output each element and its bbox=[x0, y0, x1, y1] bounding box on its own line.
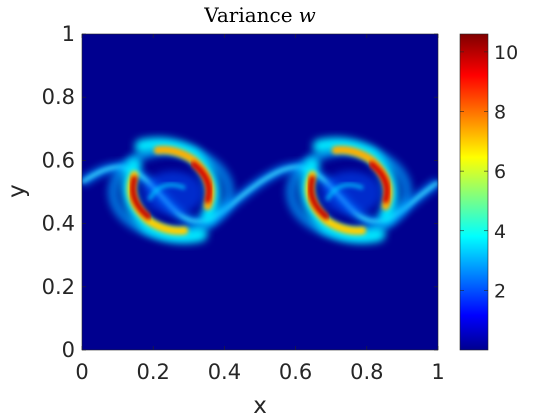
x-axis-label: x bbox=[253, 393, 267, 419]
x-tick-label: 0.4 bbox=[208, 360, 241, 384]
y-tick-label: 0 bbox=[62, 338, 75, 362]
x-tick-label: 1 bbox=[431, 360, 444, 384]
colorbar-ticks: 2 4 6 8 10 bbox=[460, 42, 518, 302]
vortex-arm-right-peak bbox=[190, 161, 213, 204]
y-axis: 0 0.2 0.4 0.6 0.8 1 bbox=[42, 22, 438, 362]
y-tick-label: 0.4 bbox=[42, 212, 75, 236]
plot-title: Variance w bbox=[203, 3, 315, 27]
y-tick-label: 0.2 bbox=[42, 275, 75, 299]
vortex bbox=[108, 137, 234, 244]
plot-title-variable: w bbox=[299, 3, 316, 27]
x-tick-label: 0 bbox=[75, 360, 88, 384]
plot-frame bbox=[81, 33, 439, 351]
colorbar-tick-label: 10 bbox=[494, 42, 518, 64]
plot-title-text: Variance bbox=[203, 3, 292, 27]
vortex-core bbox=[143, 171, 203, 215]
y-axis-label: y bbox=[4, 184, 30, 198]
y-tick-label: 0.8 bbox=[42, 85, 75, 109]
colorbar-tick-label: 8 bbox=[494, 102, 506, 124]
vortex-arm-left-peak bbox=[307, 175, 330, 220]
colorbar: 2 4 6 8 10 bbox=[459, 33, 518, 351]
vortex-arm-right-peak bbox=[368, 161, 391, 204]
x-axis: 0 0.2 0.4 0.6 0.8 1 bbox=[75, 34, 445, 384]
vortex-inner-filament bbox=[325, 183, 364, 202]
heatmap-features bbox=[82, 137, 438, 244]
x-tick-label: 0.8 bbox=[350, 360, 383, 384]
colorbar-tick-label: 6 bbox=[494, 161, 506, 183]
y-tick-label: 0.6 bbox=[42, 148, 75, 172]
vortex-arm-left-peak bbox=[129, 175, 152, 220]
colorbar-tick-label: 4 bbox=[494, 221, 506, 243]
y-tick-label: 1 bbox=[62, 22, 75, 46]
colorbar-gradient bbox=[459, 33, 489, 351]
vortex-core bbox=[321, 171, 381, 215]
x-tick-label: 0.6 bbox=[279, 360, 312, 384]
shear-layer-band bbox=[82, 165, 438, 224]
colorbar-tick-label: 2 bbox=[494, 280, 506, 302]
vortex bbox=[286, 137, 412, 244]
vortex-inner-filament bbox=[147, 183, 186, 202]
x-tick-label: 0.2 bbox=[136, 360, 169, 384]
heatmap-area bbox=[82, 34, 438, 350]
